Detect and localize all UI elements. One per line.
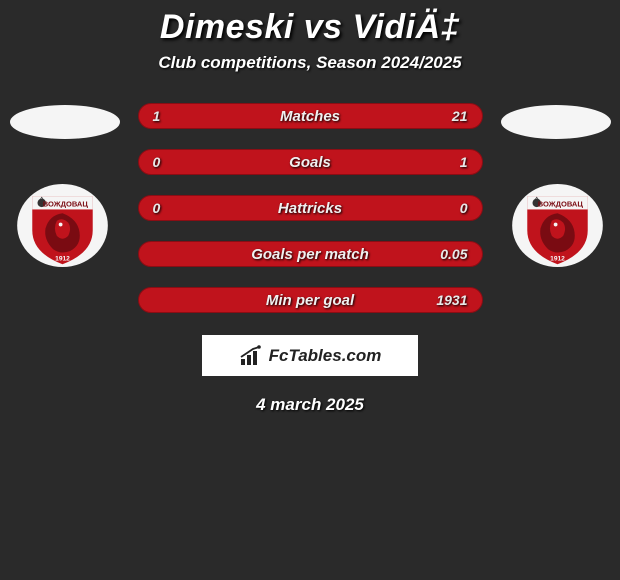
stat-label: Goals per match [155,246,466,263]
stat-right-value: 0 [460,200,468,216]
svg-text:1912: 1912 [550,255,565,262]
stat-left-value: 1 [153,108,161,124]
stat-left-value: 0 [153,154,161,170]
left-side: ВОЖДОВАЦ 1912 [10,103,120,268]
watermark-text: FcTables.com [269,346,382,366]
stats-column: 1 Matches 21 0 Goals 1 0 Hattricks 0 Goa… [138,103,483,313]
stat-label: Matches [155,108,466,125]
stat-row: Min per goal 1931 [138,287,483,313]
chart-icon [239,345,263,367]
svg-text:ВОЖДОВАЦ: ВОЖДОВАЦ [43,200,89,209]
comparison-card: Dimeski vs VidiÄ‡ Club competitions, Sea… [0,0,620,580]
stat-right-value: 21 [452,108,468,124]
right-side: ВОЖДОВАЦ 1912 [501,103,611,268]
stat-row: Goals per match 0.05 [138,241,483,267]
stat-row: 0 Hattricks 0 [138,195,483,221]
svg-text:1912: 1912 [55,255,70,262]
stat-row: 0 Goals 1 [138,149,483,175]
stat-left-value: 0 [153,200,161,216]
stat-right-value: 1931 [436,292,467,308]
stat-label: Hattricks [155,200,466,217]
stat-right-value: 1 [460,154,468,170]
content-row: ВОЖДОВАЦ 1912 1 Matches 21 0 Goals 1 0 [10,103,610,313]
date: 4 march 2025 [10,395,610,415]
page-title: Dimeski vs VidiÄ‡ [10,8,610,47]
stat-label: Min per goal [155,292,466,309]
left-player-ellipse [10,105,120,139]
subtitle: Club competitions, Season 2024/2025 [10,53,610,73]
svg-text:ВОЖДОВАЦ: ВОЖДОВАЦ [538,200,584,209]
stat-row: 1 Matches 21 [138,103,483,129]
stat-right-value: 0.05 [440,246,467,262]
stat-label: Goals [155,154,466,171]
left-club-crest: ВОЖДОВАЦ 1912 [14,183,111,268]
watermark: FcTables.com [202,335,418,376]
right-player-ellipse [501,105,611,139]
right-club-crest: ВОЖДОВАЦ 1912 [509,183,606,268]
